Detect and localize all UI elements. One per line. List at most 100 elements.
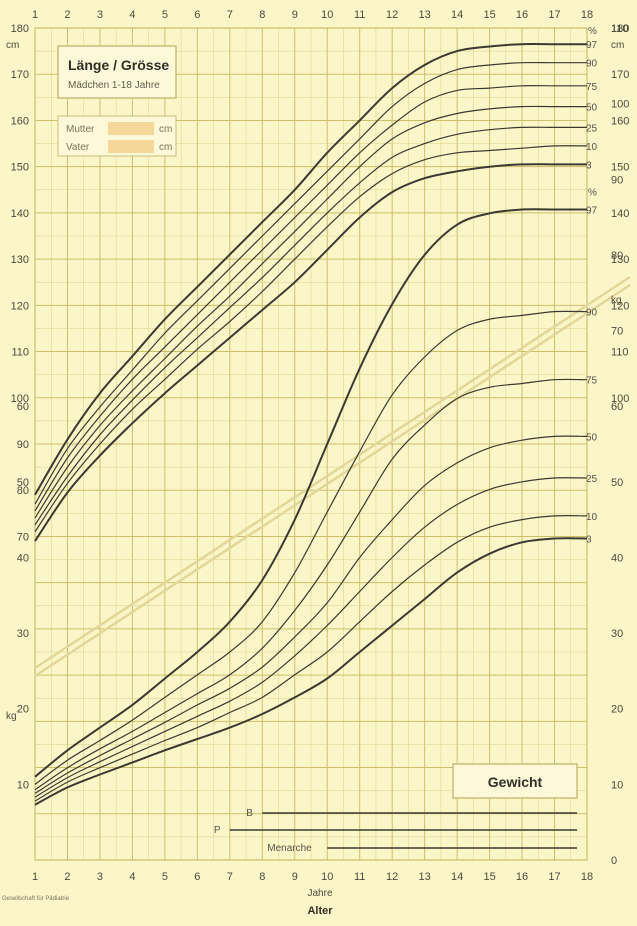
height-tick-label-left: 70 bbox=[17, 531, 29, 543]
height-percentile-label: 3 bbox=[586, 160, 592, 171]
father-unit: cm bbox=[159, 142, 172, 153]
height-percentile-label: 10 bbox=[586, 142, 598, 153]
x-tick-label-top: 14 bbox=[451, 9, 463, 21]
x-tick-label-top: 17 bbox=[548, 9, 560, 21]
x-tick-label-top: 4 bbox=[129, 9, 135, 21]
x-tick-label-bottom: 10 bbox=[321, 871, 333, 883]
height-tick-label-right: 110 bbox=[611, 347, 629, 359]
weight-tick-label-right: 70 bbox=[611, 326, 623, 338]
weight-tick-label-left: 10 bbox=[17, 779, 29, 791]
height-series-3 bbox=[34, 163, 588, 542]
x-tick-label-bottom: 4 bbox=[129, 871, 135, 883]
x-tick-label-top: 8 bbox=[259, 9, 265, 21]
weight-title: Gewicht bbox=[488, 774, 543, 790]
puberty-label: P bbox=[214, 825, 221, 836]
chart-subtitle: Mädchen 1-18 Jahre bbox=[68, 80, 160, 91]
weight-percentile-label: 25 bbox=[586, 474, 598, 485]
diagonal-band-line bbox=[34, 283, 631, 678]
height-series-90 bbox=[34, 61, 587, 505]
weight-percentile-label: 90 bbox=[586, 308, 598, 319]
x-tick-label-bottom: 14 bbox=[451, 871, 463, 883]
axis-ticks: 1122334455667788991010111112121313141415… bbox=[6, 9, 629, 883]
x-tick-label-bottom: 18 bbox=[581, 871, 593, 883]
x-tick-label-top: 5 bbox=[162, 9, 168, 21]
height-series-75 bbox=[34, 85, 587, 512]
height-tick-label-left: 110 bbox=[11, 347, 29, 359]
height-tick-label-right: 180 bbox=[611, 23, 629, 35]
mother-unit: cm bbox=[159, 124, 172, 135]
x-tick-label-bottom: 17 bbox=[548, 871, 560, 883]
x-axis-label: Alter bbox=[307, 905, 333, 917]
weight-curves: 97 90 75 50 25 10 3% bbox=[34, 188, 598, 806]
height-percentile-label: 90 bbox=[586, 59, 598, 70]
weight-tick-label-right: 50 bbox=[611, 477, 623, 489]
height-tick-label-right: 170 bbox=[611, 69, 629, 81]
grid bbox=[34, 27, 588, 861]
x-tick-label-bottom: 1 bbox=[32, 871, 38, 883]
puberty-lines: B P Menarche bbox=[214, 808, 577, 854]
weight-box-frame bbox=[452, 763, 578, 799]
weight-tick-label-right: 30 bbox=[611, 628, 623, 640]
x-tick-label-bottom: 11 bbox=[354, 871, 365, 883]
height-tick-label-left: 140 bbox=[11, 208, 29, 220]
publisher-credit: Gesellschaft für Pädiatrie bbox=[2, 896, 70, 902]
x-tick-label-top: 11 bbox=[354, 9, 365, 21]
height-unit-left: cm bbox=[6, 40, 19, 51]
mother-height-field[interactable] bbox=[108, 122, 154, 135]
weight-series-90 bbox=[34, 310, 588, 785]
height-tick-label-right: 130 bbox=[611, 254, 629, 266]
weight-series-75 bbox=[34, 378, 588, 791]
weight-series-97 bbox=[34, 208, 587, 778]
x-tick-label-bottom: 8 bbox=[259, 871, 265, 883]
plot-frame bbox=[34, 27, 588, 861]
x-tick-label-bottom: 15 bbox=[483, 871, 495, 883]
weight-percentile-label: 50 bbox=[586, 432, 598, 443]
weight-tick-label-right: 40 bbox=[611, 552, 623, 564]
x-tick-label-bottom: 3 bbox=[97, 871, 103, 883]
puberty-label: B bbox=[246, 808, 253, 819]
x-tick-label-top: 6 bbox=[194, 9, 200, 21]
chart-title: Länge / Grösse bbox=[68, 57, 169, 73]
height-tick-label-right: 150 bbox=[611, 162, 629, 174]
x-tick-label-bottom: 2 bbox=[64, 871, 70, 883]
weight-percentile-label: 3 bbox=[586, 535, 592, 546]
x-tick-label-top: 3 bbox=[97, 9, 103, 21]
weight-unit-left: kg bbox=[6, 711, 17, 722]
weight-tick-label-left: 30 bbox=[17, 628, 29, 640]
weight-tick-label-right: 100 bbox=[611, 99, 629, 111]
x-tick-label-top: 16 bbox=[516, 9, 528, 21]
father-label: Vater bbox=[66, 142, 90, 153]
weight-tick-label-right: 80 bbox=[611, 250, 623, 262]
weight-percentile-label: 75 bbox=[586, 376, 598, 387]
weight-tick-label-right: 60 bbox=[611, 401, 623, 413]
father-height-field[interactable] bbox=[108, 140, 154, 153]
height-percentile-label: 75 bbox=[586, 82, 598, 93]
height-series-97 bbox=[34, 43, 587, 496]
diagonal-band-line bbox=[34, 275, 631, 670]
weight-tick-label-right: 90 bbox=[611, 174, 623, 186]
parents-box: Mutter cm Vater cm bbox=[57, 115, 177, 157]
weight-percentile-label: 10 bbox=[586, 512, 598, 523]
height-tick-label-right: 140 bbox=[611, 208, 629, 220]
weight-tick-label-left: 50 bbox=[17, 477, 29, 489]
weight-tick-label-left: 20 bbox=[17, 704, 29, 716]
weight-percent-symbol: % bbox=[588, 188, 597, 199]
x-tick-label-top: 18 bbox=[581, 9, 593, 21]
height-tick-label-left: 150 bbox=[11, 162, 29, 174]
height-percentile-label: 50 bbox=[586, 103, 598, 114]
weight-series-25 bbox=[34, 477, 588, 798]
height-tick-label-right: 160 bbox=[611, 115, 629, 127]
weight-tick-label-left: 40 bbox=[17, 552, 29, 564]
height-tick-label-left: 80 bbox=[17, 485, 29, 497]
weight-percentile-label: 97 bbox=[586, 206, 598, 217]
height-tick-label-left: 170 bbox=[11, 69, 29, 81]
title-box-frame bbox=[57, 45, 177, 99]
weight-tick-label-right: 110 bbox=[611, 23, 629, 35]
height-tick-label-left: 90 bbox=[17, 439, 29, 451]
x-tick-label-top: 9 bbox=[292, 9, 298, 21]
x-axis-label-small: Jahre bbox=[307, 888, 332, 899]
x-tick-label-top: 13 bbox=[419, 9, 431, 21]
weight-tick-label-right: 20 bbox=[611, 704, 623, 716]
